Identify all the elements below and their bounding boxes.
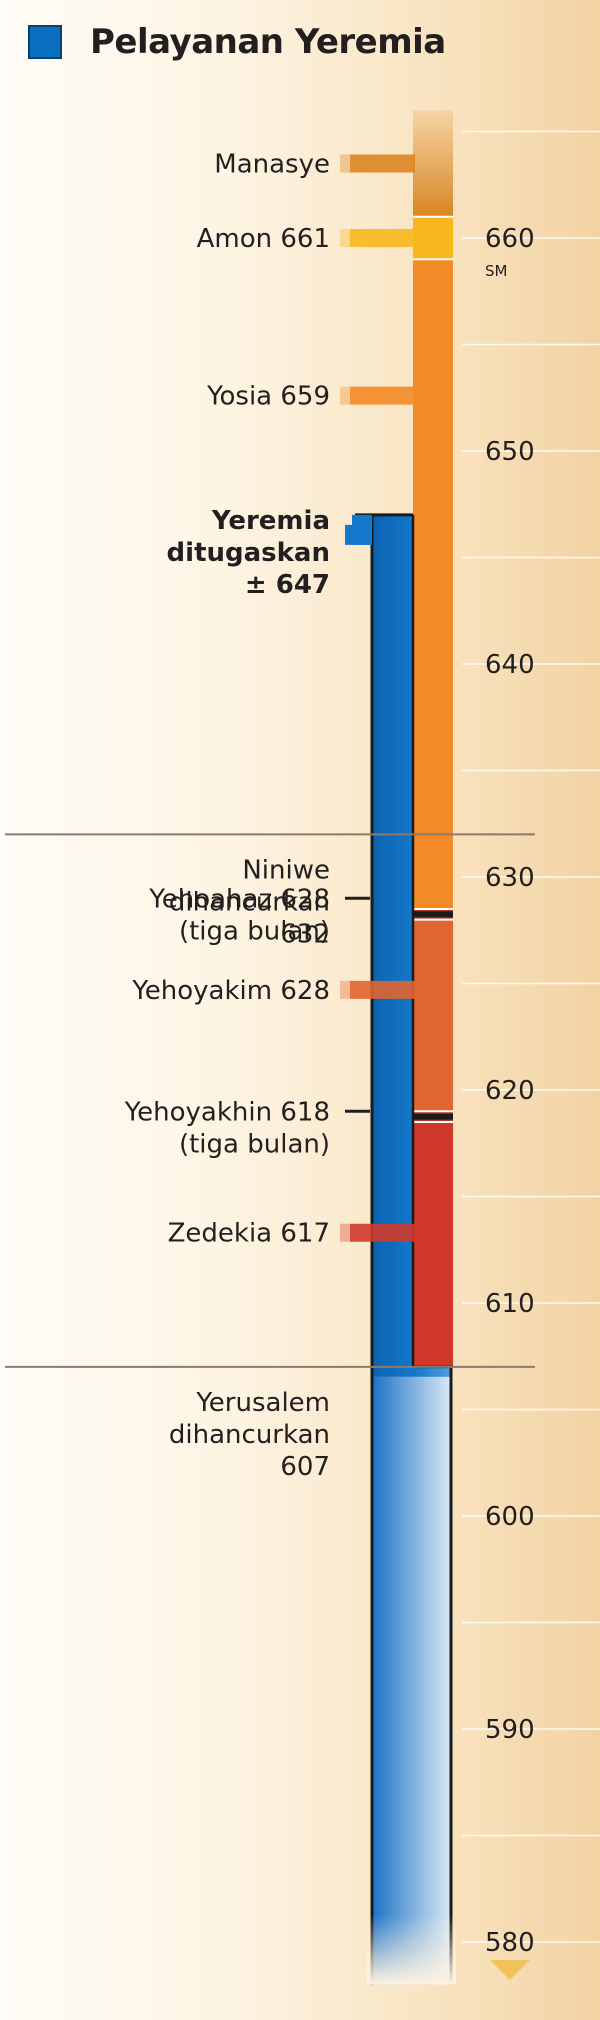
event-label-line: dihancurkan: [169, 1420, 330, 1450]
ministry-bar-fade: [372, 1376, 451, 1985]
event-pointer-tail: [340, 386, 350, 405]
king-segment: [413, 110, 453, 217]
event-label-line: dihancurkan: [169, 887, 330, 917]
ministry-flag-corner: [352, 514, 372, 545]
event-label-line: Yeremia: [211, 506, 330, 536]
short-reign-marker: [413, 911, 453, 918]
event-pointer-tail: [340, 1223, 350, 1242]
event-label-line: Yosia 659: [206, 382, 330, 412]
king-segment: [413, 919, 453, 1112]
event-pointer: [350, 154, 415, 173]
legend-swatch: [28, 25, 62, 59]
event-label-line: (tiga bulan): [179, 916, 330, 946]
year-label: 610: [485, 1289, 535, 1319]
event-label-line: Yehoahaz 628: [148, 884, 330, 914]
event-pointer-tail: [340, 229, 350, 247]
event-pointer: [350, 1223, 415, 1242]
short-reign-marker: [413, 1113, 453, 1120]
event-label-line: ditugaskan: [167, 538, 330, 568]
event-label-line: ± 647: [245, 570, 330, 600]
year-label: 640: [485, 650, 535, 680]
king-segment: [413, 259, 453, 909]
event-label-line: Manasye: [214, 149, 330, 179]
era-label: SM: [485, 262, 507, 280]
event-label-line: Zedekia 617: [168, 1219, 330, 1249]
ministry-bottom-fade: [367, 1914, 456, 1985]
year-label: 600: [485, 1502, 535, 1532]
year-label: 590: [485, 1715, 535, 1745]
event-pointer: [350, 229, 415, 247]
event-label-line: Yerusalem: [195, 1388, 330, 1418]
event-pointer: [350, 980, 415, 999]
event-pointer-tail: [340, 154, 350, 173]
year-label: 660: [485, 224, 535, 254]
year-label: 580: [485, 1928, 535, 1958]
event-pointer: [350, 386, 415, 405]
event-label-line: (tiga bulan): [179, 1129, 330, 1159]
event-label-line: Amon 661: [197, 224, 330, 254]
event-label-line: Yehoyakhin 618: [124, 1097, 330, 1127]
event-pointer-tail: [340, 980, 350, 999]
year-label: 650: [485, 437, 535, 467]
year-label: 620: [485, 1076, 535, 1106]
legend-label: Pelayanan Yeremia: [90, 22, 446, 62]
down-arrow-icon: [490, 1960, 530, 1980]
year-label: 630: [485, 863, 535, 893]
legend: Pelayanan Yeremia: [28, 20, 446, 64]
event-label-line: 632: [280, 919, 330, 949]
event-label-line: Yehoyakim 628: [131, 976, 330, 1006]
event-label-line: Niniwe: [242, 855, 330, 885]
king-segment: [413, 216, 453, 260]
event-label-line: 607: [280, 1452, 330, 1482]
king-segment: [413, 1121, 453, 1367]
